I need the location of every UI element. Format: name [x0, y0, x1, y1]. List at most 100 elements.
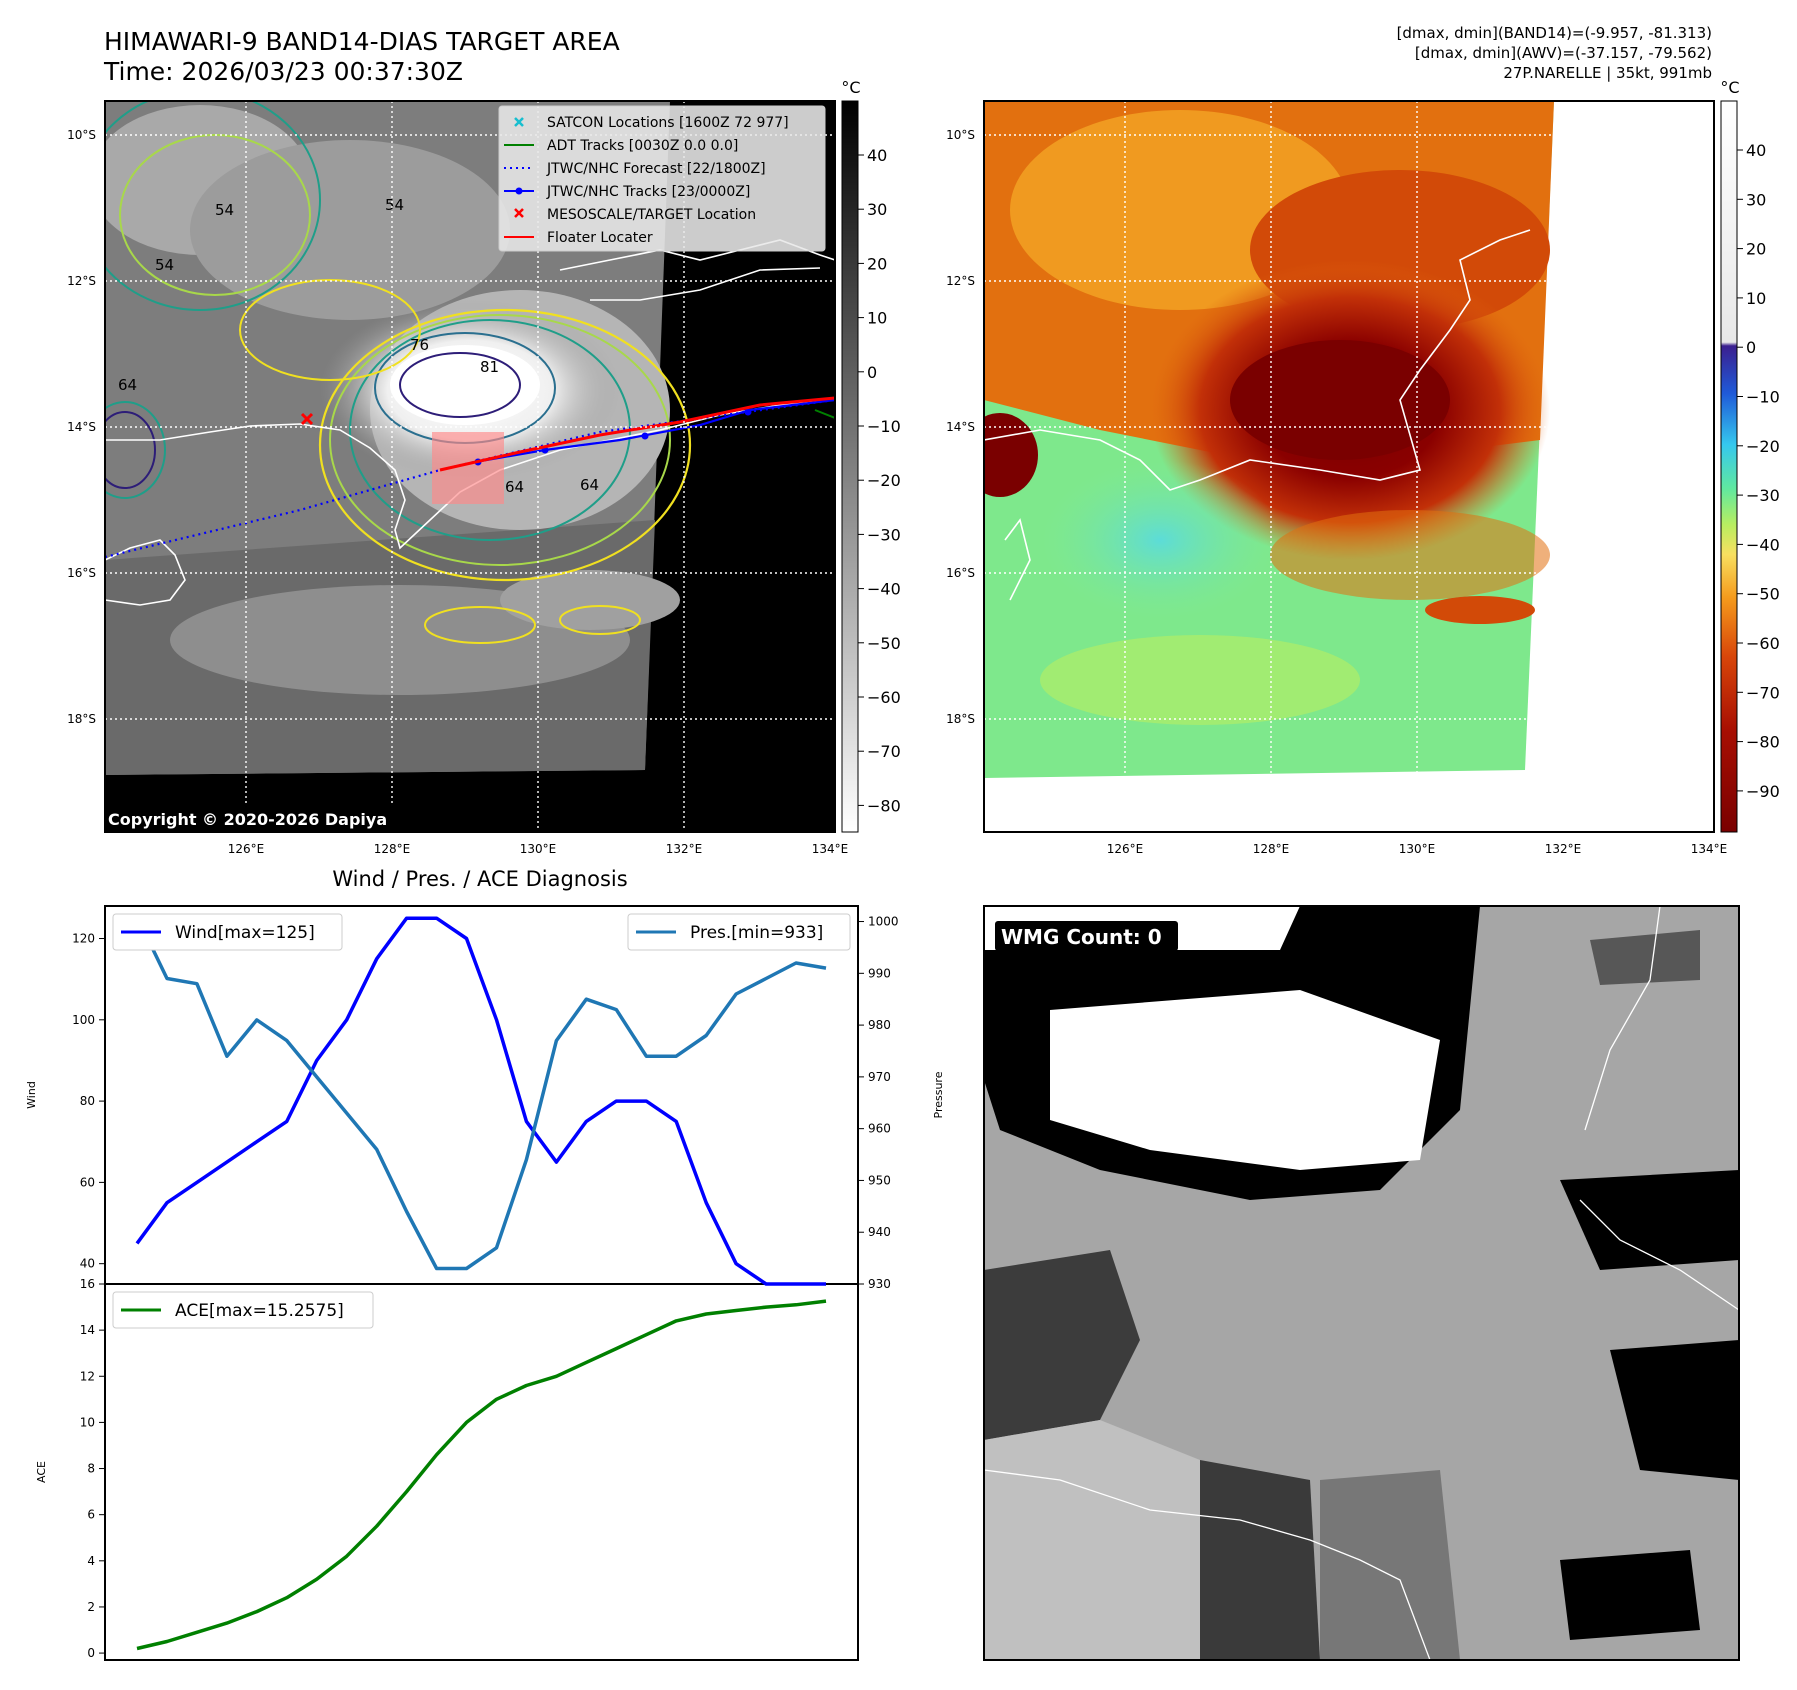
- wind-axis-tick-label: 80: [80, 1094, 95, 1108]
- lat-label: 10°S: [946, 128, 975, 142]
- lon-label: 126°E: [1107, 842, 1144, 856]
- colorbar-tick-label: −50: [1746, 585, 1780, 604]
- colorbar-tick-label: −30: [867, 525, 901, 544]
- target-location-marker: [300, 412, 314, 426]
- lat-label: 16°S: [67, 566, 96, 580]
- ace-axis-tick-label: 16: [80, 1277, 95, 1291]
- colorbar-tick-label: −20: [1746, 437, 1780, 456]
- info-line1: [dmax, dmin](BAND14)=(-9.957, -81.313): [1397, 24, 1712, 42]
- wmg-coastline: [1584, 905, 1661, 1131]
- legend-target-label: MESOSCALE/TARGET Location: [547, 207, 756, 223]
- contour-label: 54: [385, 196, 404, 214]
- contour-label: 81: [480, 358, 499, 376]
- pressure-axis-tick-label: 940: [868, 1225, 891, 1239]
- pressure-legend: Pres.[min=933]: [627, 913, 851, 951]
- colorbar-tick-label: 40: [867, 146, 887, 165]
- wmg-panel: WMG Count: 0: [983, 905, 1740, 1661]
- colorbar-tick-label: −60: [1746, 634, 1780, 653]
- colorbar-tick-label: −30: [1746, 486, 1780, 505]
- legend-satcon-swatch: [514, 117, 524, 127]
- colorbar-tick-label: 30: [867, 200, 887, 219]
- info-line3: 27P.NARELLE | 35kt, 991mb: [1503, 64, 1712, 82]
- pressure-series-line: [135, 915, 827, 1271]
- colorbar-tick-label: 0: [867, 363, 877, 382]
- contour-label: 64: [580, 476, 599, 494]
- colorbar-tick-label: −70: [1746, 683, 1780, 702]
- lon-label: 130°E: [520, 842, 557, 856]
- colorbar-tick-label: −10: [867, 417, 901, 436]
- lon-label: 128°E: [374, 842, 411, 856]
- pressure-axis-tick-label: 950: [868, 1173, 891, 1187]
- wind-pressure-plot: 40 60 80 100 120 930 940 950 960 970 980 990 1000: [72, 915, 898, 1291]
- ir-map-legend: SATCON Locations [1600Z 72 977] ADT Trac…: [498, 105, 826, 252]
- legend-forecast-label: JTWC/NHC Forecast [22/1800Z]: [546, 161, 766, 177]
- wmg-coastline: [983, 1469, 1431, 1661]
- awv-map-lon-labels: 126°E 128°E 130°E 132°E 134°E: [1107, 842, 1728, 856]
- lat-label: 12°S: [946, 274, 975, 288]
- pressure-axis-tick-label: 990: [868, 966, 891, 980]
- wind-axis-tick-label: 120: [72, 932, 95, 946]
- ir-map-lon-labels: 126°E 128°E 130°E 132°E 134°E: [228, 842, 849, 856]
- ace-plot: 0 2 4 6 8 10 12 14 16: [80, 1277, 827, 1660]
- wind-series-line: [135, 916, 826, 1286]
- contour-label: 54: [155, 256, 174, 274]
- lon-label: 134°E: [812, 842, 849, 856]
- coastline: [559, 239, 835, 271]
- contour-label: 76: [410, 336, 429, 354]
- pressure-axis-tick-label: 970: [868, 1070, 891, 1084]
- lat-label: 12°S: [67, 274, 96, 288]
- lon-label: 132°E: [1545, 842, 1582, 856]
- pressure-axis-tick-label: 1000: [868, 915, 899, 929]
- ir-map-lat-labels: 10°S 12°S 14°S 16°S 18°S: [67, 128, 96, 726]
- color-colorbar-ticks: 40 30 20 10 0 −10 −20 −30 −40 −50 −60 −70 −80 −90: [1737, 141, 1780, 801]
- lat-label: 18°S: [946, 712, 975, 726]
- ace-series-line: [136, 1299, 827, 1651]
- legend-floater-label: Floater Locater: [547, 230, 653, 246]
- colorbar-tick-label: −60: [867, 688, 901, 707]
- ace-legend-label: ACE[max=15.2575]: [175, 1301, 344, 1321]
- lon-label: 128°E: [1253, 842, 1290, 856]
- ace-axis-tick-label: 6: [87, 1508, 95, 1522]
- legend-target-swatch: [514, 208, 524, 218]
- diagnosis-title: Wind / Pres. / ACE Diagnosis: [332, 867, 627, 891]
- wind-legend: Wind[max=125]: [112, 913, 343, 951]
- colorbar-tick-label: −40: [867, 580, 901, 599]
- colorbar-tick-label: −80: [1746, 733, 1780, 752]
- pressure-axis-tick-label: 960: [868, 1122, 891, 1136]
- lon-label: 130°E: [1399, 842, 1436, 856]
- colorbar-tick-label: −70: [867, 742, 901, 761]
- contour-label: 54: [215, 201, 234, 219]
- colorbar-tick-label: 20: [867, 254, 887, 273]
- wind-axis-tick-label: 100: [72, 1013, 95, 1027]
- lat-label: 10°S: [67, 128, 96, 142]
- wmg-frame: [983, 905, 1740, 1661]
- track-point: [641, 432, 649, 440]
- colorbar-tick-label: 30: [1746, 190, 1766, 209]
- coastline: [1004, 518, 1031, 601]
- colorbar-tick-label: −90: [1746, 782, 1780, 801]
- lat-label: 14°S: [946, 420, 975, 434]
- ace-plot-frame: [104, 1283, 859, 1661]
- contour-label: 64: [118, 376, 137, 394]
- figure-title-line2: Time: 2026/03/23 00:37:30Z: [103, 57, 463, 86]
- info-line2: [dmax, dmin](AWV)=(-37.157, -79.562): [1415, 44, 1712, 62]
- colorbar-tick-label: 10: [867, 309, 887, 328]
- lon-label: 132°E: [666, 842, 703, 856]
- ace-axis-tick-label: 14: [80, 1323, 95, 1337]
- colorbar-tick-label: −20: [867, 471, 901, 490]
- wind-legend-label: Wind[max=125]: [175, 923, 315, 943]
- lat-label: 16°S: [946, 566, 975, 580]
- awv-map-lat-labels: 10°S 12°S 14°S 16°S 18°S: [946, 128, 975, 726]
- colorbar-tick-label: 10: [1746, 289, 1766, 308]
- colorbar-tick-label: −50: [867, 634, 901, 653]
- ace-axis-tick-label: 0: [87, 1646, 95, 1660]
- pressure-axis-label: Pressure: [932, 1071, 945, 1118]
- wind-axis-tick-label: 60: [80, 1175, 95, 1189]
- colorbar-tick-label: 0: [1746, 338, 1756, 357]
- gray-colorbar: [841, 100, 859, 833]
- track-point: [744, 408, 752, 416]
- legend-adt-label: ADT Tracks [0030Z 0.0 0.0]: [547, 138, 738, 154]
- colorbar-tick-label: −40: [1746, 535, 1780, 554]
- awv-map-frame: [983, 100, 1715, 833]
